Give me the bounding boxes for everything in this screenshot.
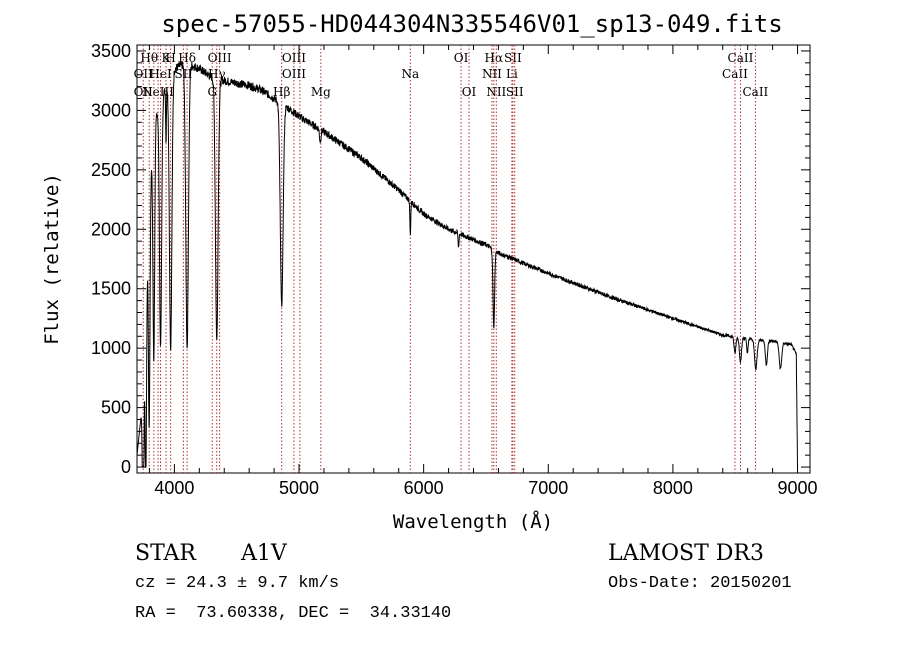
x-tick-label: 7000 [528,478,568,498]
x-axis-label: Wavelength (Å) [393,510,553,533]
obs-date: Obs-Date: 20150201 [608,574,792,593]
line-label: Mg [311,85,331,99]
y-tick-label: 1000 [91,338,131,358]
line-label: Li [506,67,518,81]
x-tick-label: 9000 [778,478,818,498]
line-label: NII [482,67,502,81]
line-markers: OIIOIIHθNeIIIHeIKHSIIHδGHγOIIIHβOIIIOIII… [134,45,769,473]
survey-name: LAMOST DR3 [608,541,764,566]
line-label: Hβ [273,85,290,99]
line-label: NeIII [142,85,174,99]
line-label: G [207,85,217,99]
line-label: OIII [282,67,306,81]
spectrum-line [136,60,798,468]
y-tick-label: 2500 [91,160,131,180]
plot-frame [136,44,811,474]
line-label: OI [462,85,477,99]
line-label: Hα [485,51,504,65]
y-tick-label: 1500 [91,279,131,299]
y-tick-label: 2000 [91,219,131,239]
object-subclass: A1V [241,541,287,566]
y-tick-label: 3000 [91,100,131,120]
line-label: CaII [722,67,748,81]
line-label: Na [401,67,419,81]
coordinates: RA = 73.60338, DEC = 34.33140 [135,604,452,623]
line-label: CaII [742,85,768,99]
x-tick-label: 6000 [404,478,444,498]
y-tick-label: 500 [101,398,131,418]
line-label: K [162,51,172,65]
y-tick-label: 0 [121,457,131,477]
line-label: OI [454,51,469,65]
chart-title: spec-57055-HD044304N335546V01_sp13-049.f… [161,10,782,38]
line-label: OII [134,67,154,81]
line-label: SII [506,85,524,99]
y-axis-label: Flux (relative) [41,173,63,345]
line-label: HeI [149,67,172,81]
axis-ticks: 4000 5000 6000 7000 8000 9000 0 500 1000 1500 2000… [91,41,818,498]
redshift-readout: cz = 24.3 ± 9.7 km/s [135,574,340,593]
line-label: NII [486,85,506,99]
line-label: CaII [728,51,754,65]
x-tick-label: 8000 [653,478,693,498]
line-label: OII [134,85,154,99]
line-label: SII [504,51,522,65]
line-label: OIII [282,51,306,65]
x-tick-label: 5000 [279,478,319,498]
line-label: OIII [208,51,232,65]
object-class: STAR [135,541,196,566]
line-label: H [165,51,175,65]
y-tick-label: 3500 [91,41,131,61]
x-tick-label: 4000 [154,478,194,498]
line-label: Hθ [140,51,158,65]
